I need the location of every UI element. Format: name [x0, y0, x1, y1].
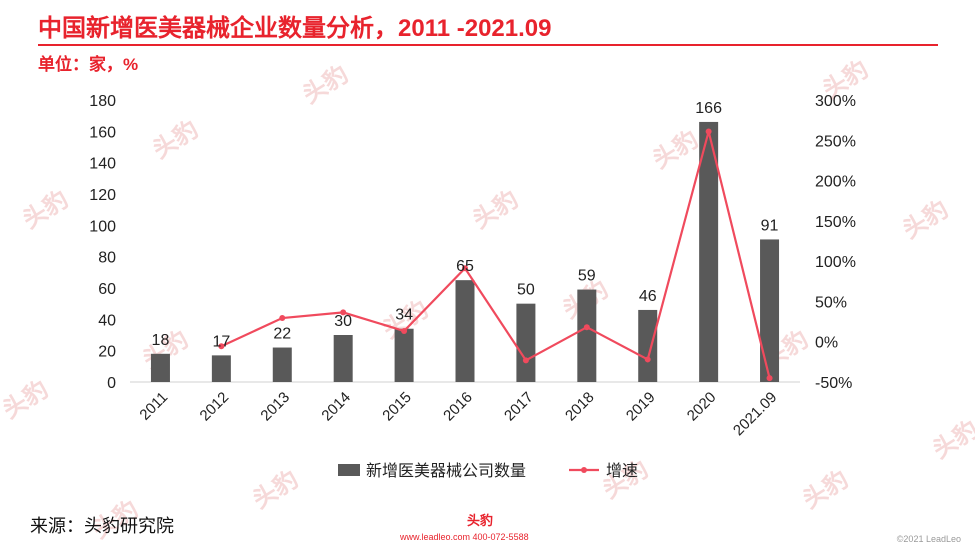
- growth-point: [279, 315, 286, 322]
- bar: [455, 280, 475, 382]
- y-right-tick-label: 200%: [815, 174, 856, 191]
- y-right-tick-label: 250%: [815, 133, 856, 150]
- x-tick-label: 2019: [623, 389, 659, 425]
- y-right-tick-label: 50%: [815, 294, 847, 311]
- bar-value-label: 65: [456, 258, 474, 275]
- legend-line-label: 增速: [606, 462, 638, 480]
- growth-point: [462, 265, 468, 272]
- source-note: 来源：头豹研究院: [30, 516, 174, 536]
- y-left-tick-label: 40: [98, 312, 116, 329]
- y-right-tick-label: -50%: [815, 375, 852, 392]
- y-right-tick-label: 100%: [815, 254, 856, 271]
- bar-value-label: 22: [273, 326, 291, 343]
- legend-line-marker: [581, 467, 587, 473]
- growth-line: [220, 131, 771, 379]
- x-tick-label: 2021.09: [730, 389, 780, 439]
- bar-value-label: 50: [517, 282, 535, 299]
- y-left-tick-label: 20: [98, 344, 116, 361]
- growth-point: [340, 309, 347, 316]
- bar-value-label: 59: [578, 268, 596, 285]
- legend-bar-label: 新增医美器械公司数量: [366, 462, 526, 480]
- x-tick-label: 2011: [136, 389, 171, 424]
- y-right-tick-label: 0%: [815, 335, 838, 352]
- x-tick-label: 2014: [318, 389, 354, 425]
- bar: [760, 239, 780, 382]
- bar-value-label: 17: [212, 333, 230, 350]
- brand-logo: 头豹: [466, 513, 493, 528]
- x-tick-label: 2016: [440, 389, 476, 425]
- y-right-tick-label: 300%: [815, 93, 856, 110]
- bar-value-label: 46: [639, 288, 657, 305]
- bar-value-label: 30: [334, 313, 352, 330]
- bar: [150, 353, 170, 382]
- x-tick-label: 2015: [379, 389, 415, 425]
- growth-point: [401, 327, 408, 334]
- growth-point: [766, 375, 773, 382]
- bar-value-label: 34: [395, 307, 413, 324]
- bar: [272, 347, 292, 382]
- bar: [394, 328, 414, 382]
- copyright-text: ©2021 LeadLeo: [896, 534, 961, 544]
- y-right-tick-label: 150%: [815, 214, 856, 231]
- y-left-tick-label: 0: [107, 375, 116, 392]
- x-tick-label: 2013: [257, 389, 293, 425]
- bar: [333, 335, 353, 382]
- bar: [516, 303, 536, 382]
- bar: [638, 309, 658, 382]
- y-left-tick-label: 120: [89, 187, 116, 204]
- growth-point: [218, 343, 225, 350]
- unit-label: 单位：家，%: [38, 55, 139, 74]
- x-tick-label: 2020: [684, 389, 720, 425]
- growth-point: [644, 356, 651, 363]
- bar-value-label: 91: [761, 217, 779, 234]
- y-left-tick-label: 140: [89, 156, 116, 173]
- y-left-tick-label: 180: [89, 93, 116, 110]
- y-left-tick-label: 60: [98, 281, 116, 298]
- growth-point: [705, 128, 712, 135]
- x-tick-label: 2018: [562, 389, 598, 425]
- bar-value-label: 166: [695, 100, 722, 117]
- y-left-tick-label: 100: [89, 218, 116, 235]
- growth-point: [583, 324, 590, 331]
- y-left-tick-label: 160: [89, 124, 116, 141]
- legend-bar-swatch: [338, 464, 360, 476]
- bar: [211, 355, 231, 382]
- page-title: 中国新增医美器械企业数量分析，2011 -2021.09: [38, 15, 552, 42]
- x-tick-label: 2017: [501, 389, 537, 425]
- bar: [577, 289, 597, 382]
- y-left-tick-label: 80: [98, 250, 116, 267]
- growth-point: [522, 357, 529, 364]
- bar: [699, 121, 719, 382]
- bar-value-label: 18: [152, 332, 170, 349]
- x-tick-label: 2012: [197, 389, 233, 425]
- contact-info: www.leadleo.com 400-072-5588: [400, 532, 529, 542]
- title-divider: [38, 44, 938, 46]
